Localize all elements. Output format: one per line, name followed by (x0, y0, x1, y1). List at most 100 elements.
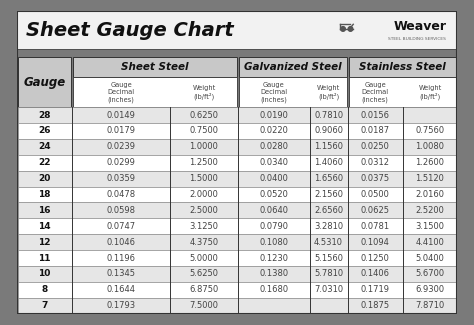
Bar (18, 139, 456, 155)
Text: 0.1406: 0.1406 (361, 269, 390, 279)
Text: 0.0790: 0.0790 (259, 222, 288, 231)
Text: Weight
(lb/ft²): Weight (lb/ft²) (192, 84, 216, 100)
Text: 0.1196: 0.1196 (107, 254, 136, 263)
Bar (18, 218, 456, 234)
Text: 2.1560: 2.1560 (314, 190, 343, 199)
Text: 24: 24 (38, 142, 51, 151)
Text: 1.6560: 1.6560 (314, 174, 343, 183)
Text: 0.1345: 0.1345 (107, 269, 136, 279)
Text: 0.0625: 0.0625 (361, 206, 390, 215)
Text: 0.1046: 0.1046 (107, 238, 136, 247)
Text: 0.9060: 0.9060 (314, 126, 343, 136)
Bar (18, 123, 456, 139)
Bar (239, 77, 347, 107)
Text: 0.0359: 0.0359 (107, 174, 136, 183)
Text: 11: 11 (38, 254, 51, 263)
Text: 1.1560: 1.1560 (314, 142, 343, 151)
Text: 6.9300: 6.9300 (415, 285, 445, 294)
Text: 2.0160: 2.0160 (416, 190, 445, 199)
Text: 0.7810: 0.7810 (314, 111, 343, 120)
Text: 10: 10 (38, 269, 51, 279)
Text: 5.0400: 5.0400 (416, 254, 445, 263)
Text: Weight
(lb/ft²): Weight (lb/ft²) (419, 84, 442, 100)
Text: 5.1560: 5.1560 (314, 254, 343, 263)
Text: 0.0179: 0.0179 (107, 126, 136, 136)
Text: 0.7560: 0.7560 (415, 126, 445, 136)
Bar (17, 11, 457, 50)
Text: 2.5200: 2.5200 (416, 206, 445, 215)
Bar (18, 234, 456, 250)
Text: 1.0000: 1.0000 (190, 142, 219, 151)
Bar (18, 282, 456, 298)
Text: 1.2600: 1.2600 (416, 158, 445, 167)
Circle shape (341, 27, 346, 31)
Text: 6.8750: 6.8750 (189, 285, 219, 294)
Bar (18, 202, 456, 218)
Text: 1.5120: 1.5120 (416, 174, 445, 183)
Text: 0.0239: 0.0239 (107, 142, 136, 151)
Text: 5.0000: 5.0000 (190, 254, 219, 263)
Text: 0.0640: 0.0640 (259, 206, 288, 215)
Text: 26: 26 (38, 126, 51, 136)
Text: 0.0220: 0.0220 (259, 126, 288, 136)
Bar (18, 298, 456, 314)
Text: 8: 8 (41, 285, 47, 294)
Text: 4.5310: 4.5310 (314, 238, 343, 247)
Text: STEEL BUILDING SERVICES: STEEL BUILDING SERVICES (388, 37, 446, 42)
Text: 0.0520: 0.0520 (259, 190, 288, 199)
Text: 0.0149: 0.0149 (107, 111, 136, 120)
Text: 22: 22 (38, 158, 51, 167)
Text: 0.1793: 0.1793 (107, 301, 136, 310)
Text: 5.6700: 5.6700 (415, 269, 445, 279)
Bar (18, 171, 456, 187)
Text: 0.0156: 0.0156 (361, 111, 390, 120)
Bar (18, 187, 456, 202)
Text: 1.0080: 1.0080 (416, 142, 445, 151)
Text: 0.0340: 0.0340 (259, 158, 288, 167)
Bar (18, 155, 456, 171)
Text: 2.0000: 2.0000 (190, 190, 219, 199)
Text: 5.7810: 5.7810 (314, 269, 343, 279)
Text: 0.0190: 0.0190 (259, 111, 288, 120)
Text: 4.4100: 4.4100 (416, 238, 445, 247)
Text: Stainless Steel: Stainless Steel (359, 62, 446, 72)
Text: 0.0500: 0.0500 (361, 190, 390, 199)
Bar (73, 77, 237, 107)
Text: 3.2810: 3.2810 (314, 222, 343, 231)
Text: Weaver: Weaver (393, 20, 446, 33)
Circle shape (348, 27, 353, 31)
Text: 0.0250: 0.0250 (361, 142, 390, 151)
Text: 2.6560: 2.6560 (314, 206, 343, 215)
Text: 0.1250: 0.1250 (361, 254, 390, 263)
Text: 0.1644: 0.1644 (107, 285, 136, 294)
Bar (18, 107, 456, 123)
Text: 28: 28 (38, 111, 51, 120)
Text: 0.0747: 0.0747 (107, 222, 136, 231)
Text: 0.0598: 0.0598 (107, 206, 136, 215)
Text: 16: 16 (38, 206, 51, 215)
Text: 0.0478: 0.0478 (107, 190, 136, 199)
Bar (239, 57, 347, 77)
Text: 18: 18 (38, 190, 51, 199)
Text: 20: 20 (38, 174, 51, 183)
Text: Sheet Steel: Sheet Steel (121, 62, 189, 72)
Text: 0.1080: 0.1080 (259, 238, 288, 247)
Text: Galvanized Steel: Galvanized Steel (244, 62, 342, 72)
Text: 5.6250: 5.6250 (190, 269, 219, 279)
Bar (348, 57, 456, 77)
Text: 4.3750: 4.3750 (190, 238, 219, 247)
Text: 0.1094: 0.1094 (361, 238, 390, 247)
Text: 0.0299: 0.0299 (107, 158, 136, 167)
Text: 0.0280: 0.0280 (259, 142, 288, 151)
Text: 3.1500: 3.1500 (416, 222, 445, 231)
Text: 1.2500: 1.2500 (190, 158, 219, 167)
Text: 7.8710: 7.8710 (415, 301, 445, 310)
Text: 1.5000: 1.5000 (190, 174, 219, 183)
Text: 1.4060: 1.4060 (314, 158, 343, 167)
Bar (18, 57, 72, 107)
Text: 3.1250: 3.1250 (190, 222, 219, 231)
Text: 0.1380: 0.1380 (259, 269, 288, 279)
Bar (18, 266, 456, 282)
Text: 12: 12 (38, 238, 51, 247)
Text: Gauge: Gauge (23, 75, 65, 88)
